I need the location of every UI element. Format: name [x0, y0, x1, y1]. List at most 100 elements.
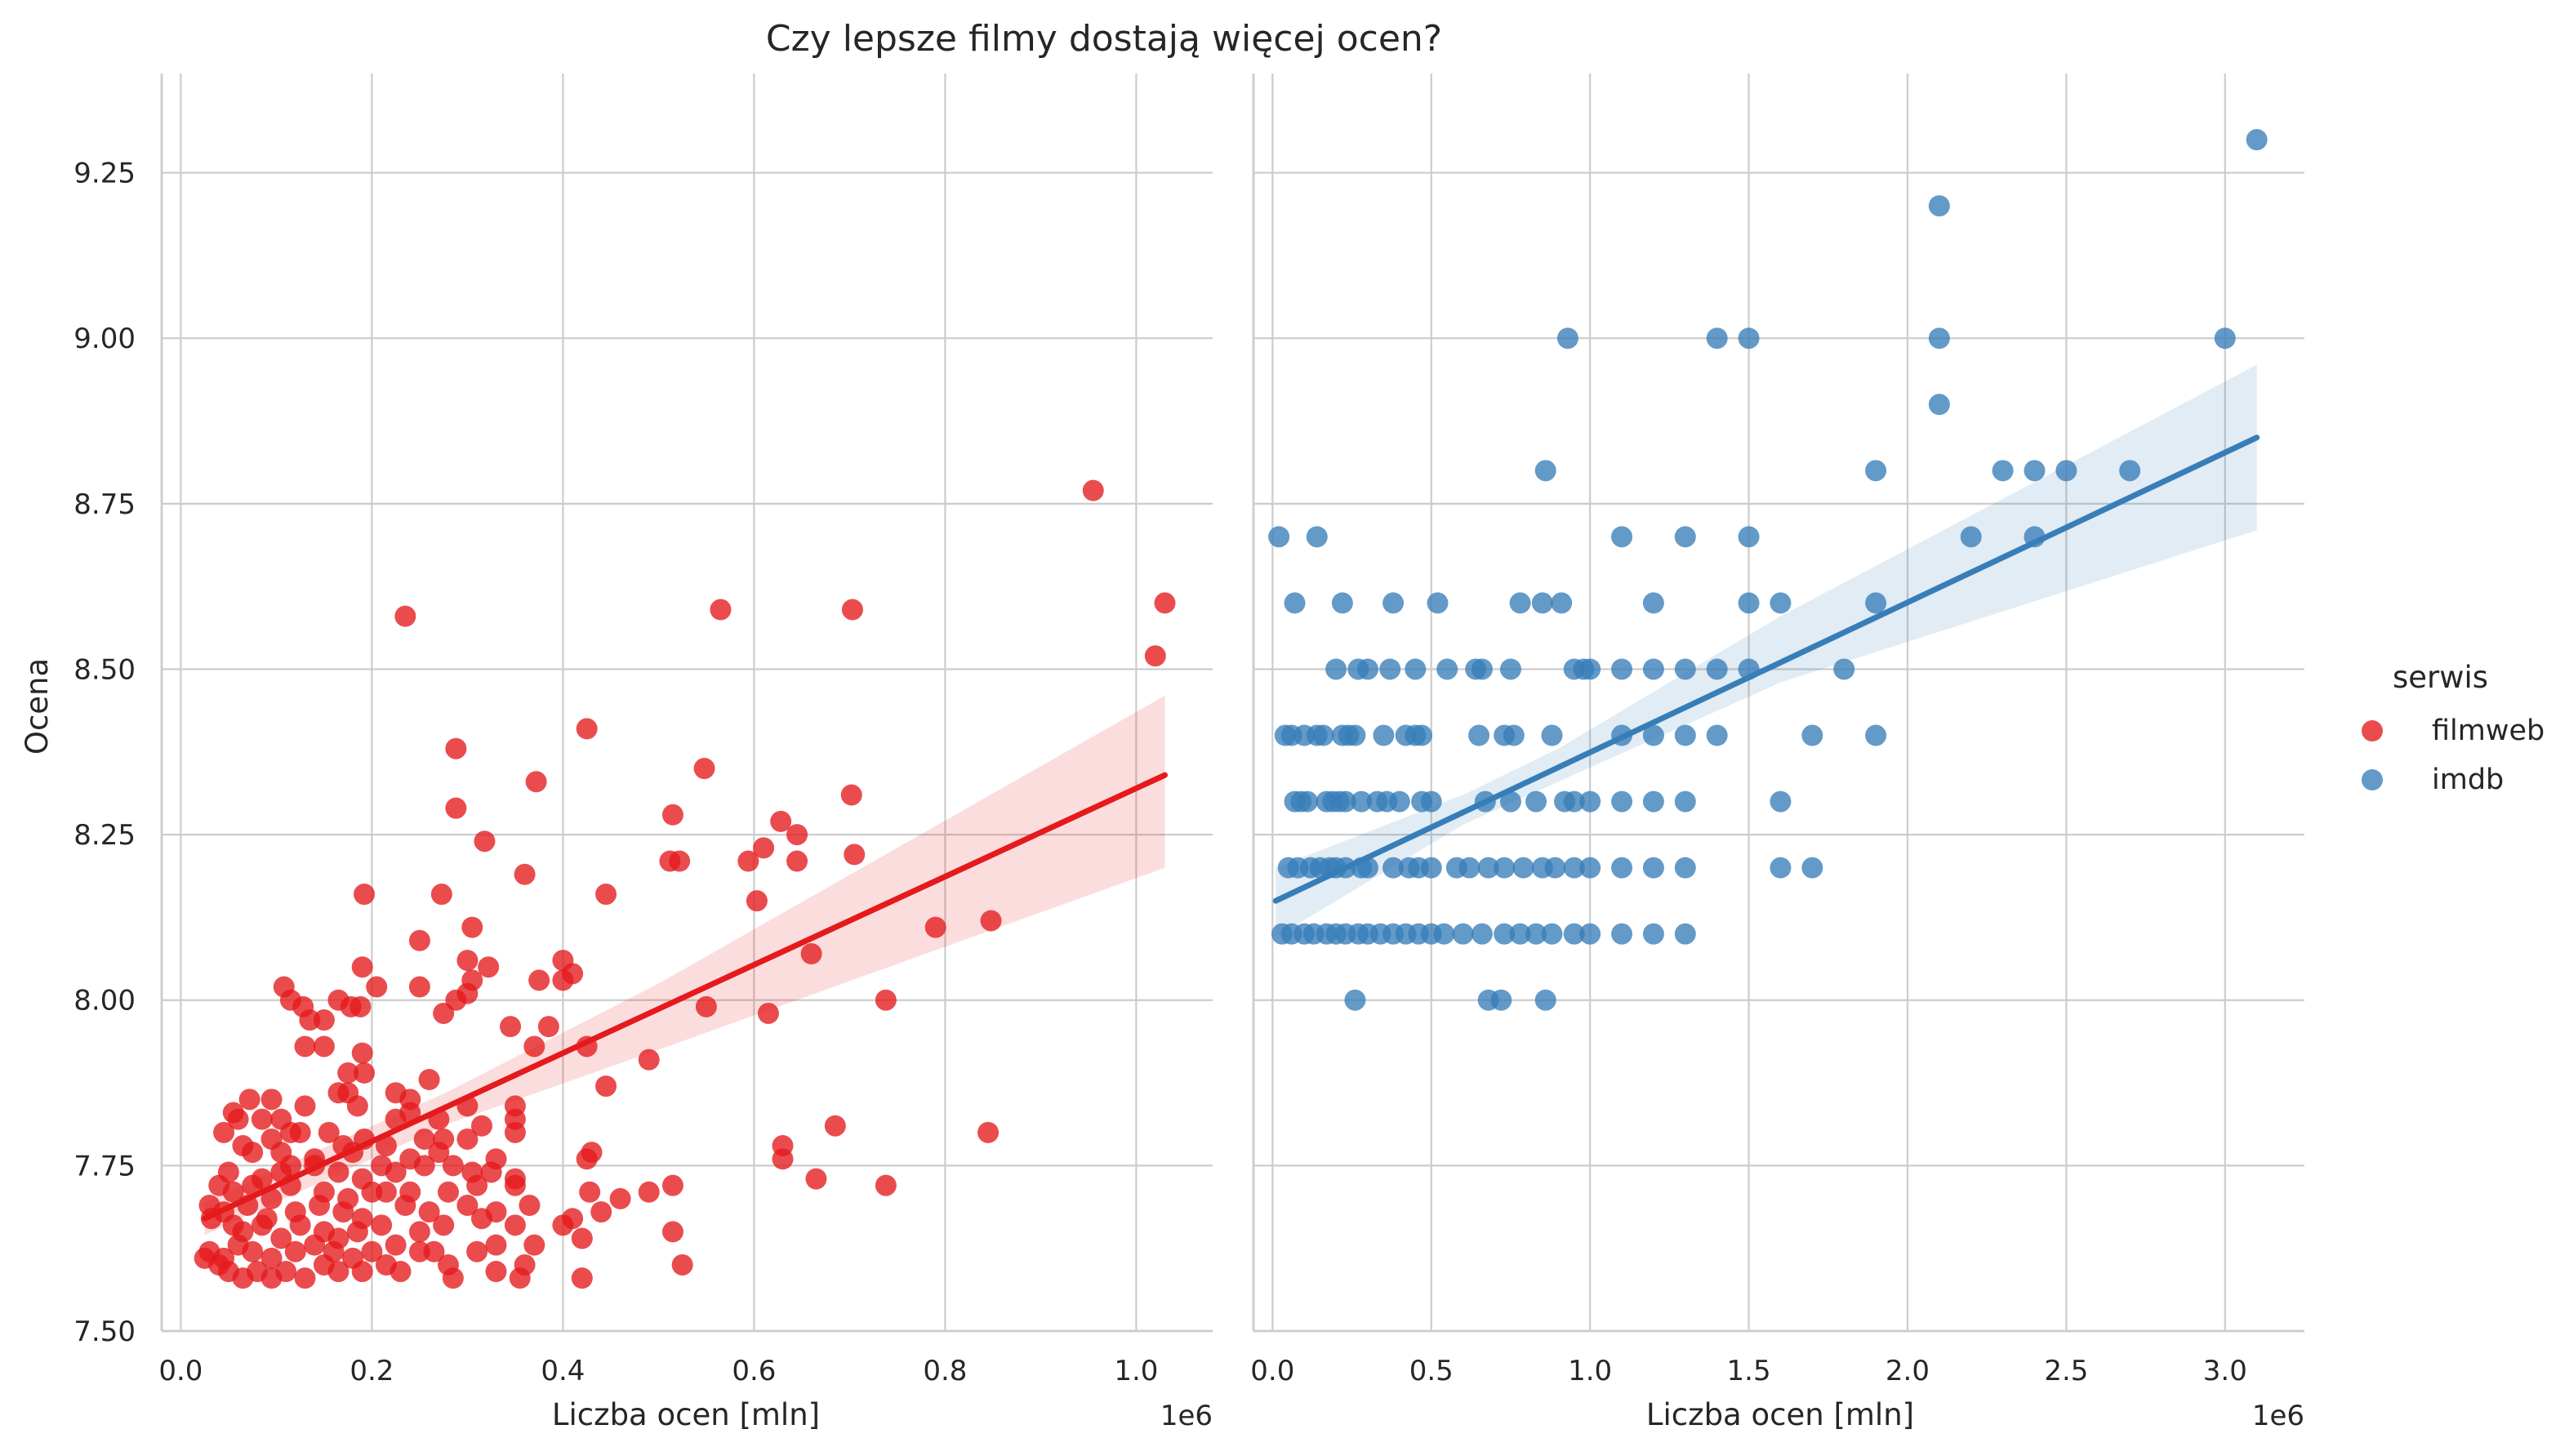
data-point [313, 1009, 335, 1031]
data-point [394, 605, 416, 627]
data-point [294, 1095, 316, 1117]
data-point [1334, 790, 1356, 813]
data-point [279, 1155, 301, 1177]
data-point [442, 1155, 464, 1177]
data-point [289, 1214, 311, 1236]
legend-marker-filmweb [2362, 720, 2383, 741]
data-point [1579, 923, 1601, 945]
data-point [346, 1221, 368, 1243]
data-point [238, 1089, 260, 1111]
data-point [1928, 195, 1950, 217]
data-point [1642, 857, 1664, 879]
data-point [385, 1234, 407, 1256]
data-point [445, 797, 467, 819]
data-point [1865, 592, 1887, 614]
data-point [770, 810, 792, 832]
x-tick-label: 2.0 [1886, 1355, 1930, 1387]
legend-title: serwis [2393, 660, 2488, 695]
data-point [1541, 923, 1563, 945]
data-point [1297, 790, 1319, 813]
data-point [332, 1201, 354, 1223]
data-point [1436, 658, 1458, 680]
data-point [1611, 857, 1633, 879]
data-point [2119, 460, 2141, 482]
data-point [753, 837, 775, 859]
data-point [222, 1181, 244, 1203]
data-point [1642, 790, 1664, 813]
data-point [242, 1142, 264, 1164]
ticks-filmweb: 0.0 0.2 0.4 0.6 0.8 1.0 7.50 7.75 8.00 8.25 8.50 8.… [73, 158, 1158, 1387]
data-point [875, 1174, 897, 1196]
data-point [1420, 790, 1442, 813]
data-point [445, 737, 467, 759]
x-tick-label: 0.0 [158, 1355, 203, 1387]
data-point [242, 1240, 264, 1262]
data-point [980, 910, 1002, 932]
x-tick-label: 1.0 [1114, 1355, 1158, 1387]
data-point [590, 1201, 612, 1223]
data-point [504, 1121, 526, 1143]
data-point [595, 884, 617, 906]
panel-filmweb: 0.0 0.2 0.4 0.6 0.8 1.0 7.50 7.75 8.00 8.25 8.50 8.… [20, 73, 1213, 1432]
data-point [576, 718, 598, 740]
data-point [595, 1075, 617, 1098]
grid-filmweb [160, 73, 1213, 1333]
data-point [1351, 790, 1373, 813]
data-point [478, 956, 500, 978]
data-point [1382, 857, 1405, 879]
data-point [284, 1240, 306, 1262]
data-point [1706, 724, 1728, 746]
data-point [924, 916, 946, 938]
data-point [1325, 658, 1347, 680]
grid-imdb [1252, 73, 2304, 1333]
data-point [2214, 327, 2236, 350]
ci-band-imdb [1276, 364, 2257, 937]
data-point [433, 1002, 455, 1024]
data-point [433, 1214, 455, 1236]
data-point [1960, 526, 1982, 548]
data-point [695, 995, 717, 1017]
data-point [466, 1240, 488, 1262]
data-point [1154, 592, 1176, 614]
data-point [1738, 327, 1760, 350]
data-point [438, 1181, 459, 1203]
data-point [309, 1195, 331, 1216]
data-point [1458, 857, 1480, 879]
data-point [294, 1267, 316, 1289]
data-point [1144, 645, 1166, 667]
data-point [537, 1016, 559, 1038]
data-point [304, 1234, 326, 1256]
data-point [361, 1240, 383, 1262]
data-point [351, 1042, 373, 1064]
data-point [1770, 592, 1792, 614]
data-point [1512, 857, 1534, 879]
data-point [1579, 790, 1601, 813]
data-point [294, 1035, 316, 1057]
data-point [1992, 460, 2014, 482]
data-point [1544, 857, 1566, 879]
x-offset-label-filmweb: 1e6 [1160, 1400, 1213, 1432]
data-point [638, 1049, 660, 1071]
y-axis-label: Ocena [20, 658, 55, 755]
ci-band-filmweb [204, 695, 1165, 1236]
data-point [1738, 592, 1760, 614]
data-point [523, 1234, 545, 1256]
data-point [800, 943, 822, 964]
data-point [385, 1161, 407, 1183]
data-point [805, 1168, 827, 1190]
data-point [1344, 989, 1366, 1011]
data-point [786, 824, 808, 846]
data-point [1503, 724, 1525, 746]
x-tick-label: 0.5 [1409, 1355, 1454, 1387]
data-point [474, 830, 496, 853]
data-point [710, 599, 732, 621]
data-point [1411, 724, 1433, 746]
data-point [562, 1208, 584, 1230]
legend-label-filmweb: filmweb [2432, 715, 2545, 747]
panel-imdb: 0.0 0.5 1.0 1.5 2.0 2.5 3.0 Liczba ocen [mln] … [1250, 73, 2304, 1432]
data-point [242, 1174, 264, 1196]
data-point [1674, 790, 1696, 813]
data-point [1268, 526, 1290, 548]
data-point [1420, 857, 1442, 879]
